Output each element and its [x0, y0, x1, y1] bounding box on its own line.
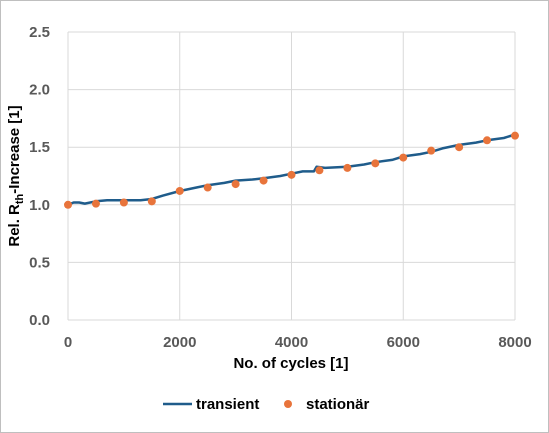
data-point-stationaer — [371, 159, 380, 168]
legend: transient stationär — [163, 396, 370, 413]
x-tick-label: 6000 — [387, 334, 420, 351]
legend-marker-symbol — [284, 400, 292, 408]
y-axis-title: Rel. Rth-Increase [1] — [6, 105, 26, 246]
legend-label-transient: transient — [196, 396, 259, 413]
data-point-stationaer — [91, 199, 100, 208]
legend-label-stationaer: stationär — [306, 396, 370, 413]
data-point-stationaer — [231, 180, 240, 189]
y-tick-label: 1.5 — [29, 139, 50, 156]
data-point-stationaer — [64, 200, 72, 209]
data-point-stationaer — [455, 143, 464, 152]
x-tick-label: 2000 — [163, 334, 196, 351]
data-point-stationaer — [511, 131, 519, 140]
data-point-stationaer — [427, 146, 436, 155]
y-tick-label: 0.5 — [29, 254, 50, 271]
x-axis-title: No. of cycles [1] — [233, 355, 348, 372]
data-point-stationaer — [203, 183, 212, 192]
data-point-stationaer — [483, 136, 492, 145]
x-tick-label: 0 — [64, 334, 72, 351]
y-axis-title-prefix: Rel. R — [6, 204, 23, 247]
data-point-stationaer — [343, 163, 352, 172]
tick-labels: 0.0 0.5 1.0 1.5 2.0 2.5 0 2000 4000 6000 8000 — [29, 24, 532, 351]
data-point-stationaer — [287, 170, 296, 179]
data-point-stationaer — [119, 198, 128, 207]
y-tick-label: 2.5 — [29, 24, 50, 41]
data-point-stationaer — [175, 186, 184, 195]
data-point-stationaer — [399, 153, 408, 162]
x-tick-label: 8000 — [498, 334, 531, 351]
y-axis-title-subscript: th — [14, 193, 26, 204]
x-tick-label: 4000 — [275, 334, 308, 351]
series-stationaer — [64, 131, 519, 209]
data-point-stationaer — [147, 197, 156, 206]
data-point-stationaer — [315, 166, 324, 175]
y-tick-label: 2.0 — [29, 82, 50, 99]
y-tick-label: 1.0 — [29, 197, 50, 214]
y-axis-title-suffix: -Increase [1] — [6, 105, 23, 193]
y-tick-label: 0.0 — [29, 312, 50, 329]
data-point-stationaer — [259, 176, 268, 185]
